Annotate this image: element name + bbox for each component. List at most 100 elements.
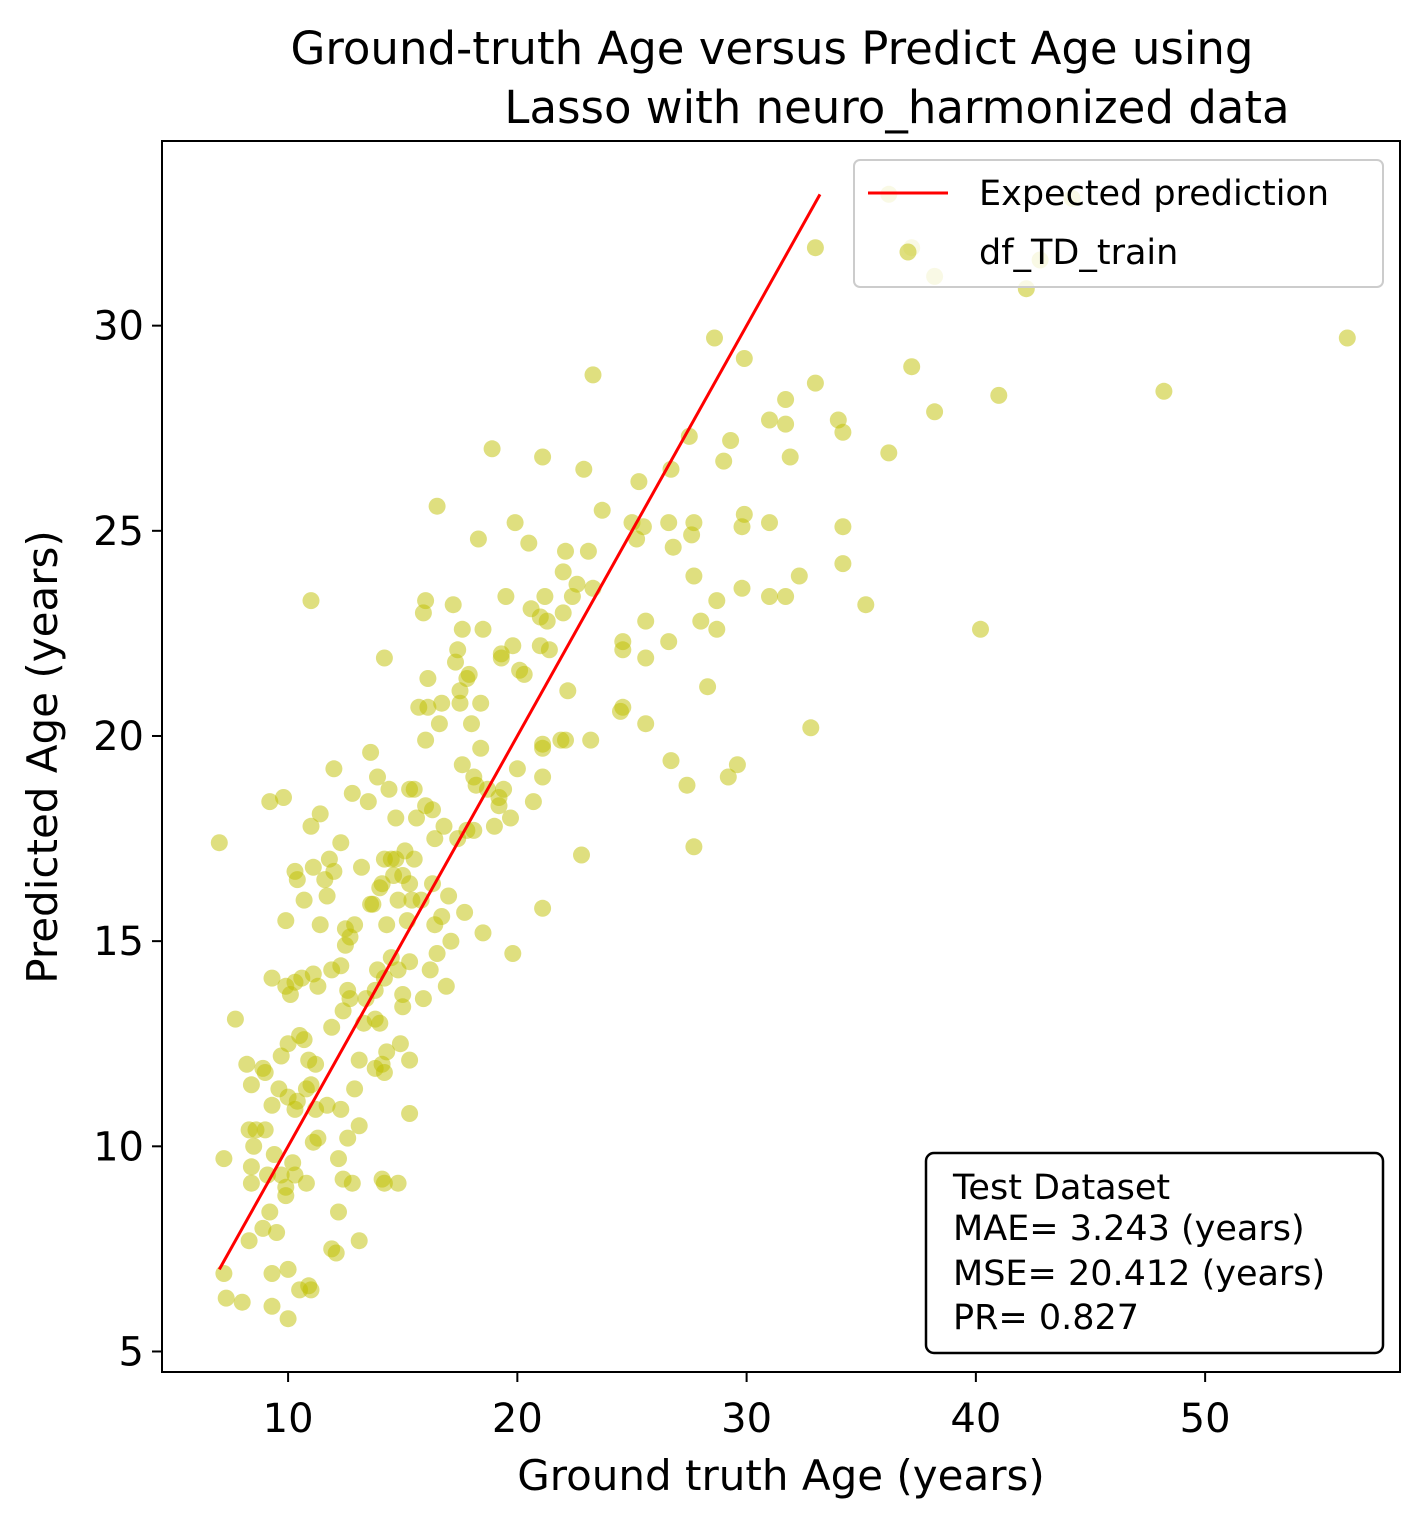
data-point-79 xyxy=(330,1203,347,1221)
data-point-266 xyxy=(733,579,751,597)
data-point-262 xyxy=(715,452,733,470)
data-point-209 xyxy=(524,793,542,811)
data-point-277 xyxy=(790,567,808,585)
data-point-259 xyxy=(706,329,723,347)
data-point-261 xyxy=(708,592,726,610)
data-point-170 xyxy=(444,596,462,614)
data-point-172 xyxy=(449,641,467,659)
data-point-92 xyxy=(343,1174,361,1192)
data-point-7 xyxy=(240,1232,258,1250)
data-point-203 xyxy=(506,514,524,532)
data-point-200 xyxy=(502,809,519,827)
data-point-252 xyxy=(680,427,698,445)
data-point-256 xyxy=(685,514,703,532)
expected-prediction-line-group xyxy=(218,193,822,1271)
data-point-31 xyxy=(277,912,295,930)
data-point-230 xyxy=(579,542,597,560)
data-point-0 xyxy=(210,834,228,852)
legend: Expected prediction df_TD_train xyxy=(853,159,1384,288)
data-point-122 xyxy=(378,1043,396,1061)
data-point-30 xyxy=(275,789,292,806)
y-axis-label: Predicted Age (years) xyxy=(18,530,67,983)
data-point-13 xyxy=(245,1137,263,1155)
data-point-74 xyxy=(323,1018,341,1036)
stats-line-mse: MSE= 20.412 (years) xyxy=(953,1254,1325,1294)
data-point-88 xyxy=(339,1129,357,1147)
stats-box-frame xyxy=(924,1151,1385,1355)
data-point-21 xyxy=(263,969,281,987)
data-point-165 xyxy=(433,908,451,925)
data-point-164 xyxy=(433,694,451,712)
legend-box xyxy=(853,159,1384,288)
y-axis-ticks: 5 10 15 20 25 30 xyxy=(93,304,162,1375)
data-point-76 xyxy=(325,760,343,778)
data-point-81 xyxy=(332,834,350,852)
data-point-123 xyxy=(380,780,398,798)
data-point-78 xyxy=(327,1244,345,1262)
data-point-151 xyxy=(417,592,435,610)
x-axis-label: Ground truth Age (years) xyxy=(517,1451,1045,1500)
x-tick-label-10: 10 xyxy=(263,1396,314,1442)
data-point-93 xyxy=(343,784,361,802)
data-point-217 xyxy=(536,588,554,605)
data-point-234 xyxy=(593,501,611,519)
data-point-145 xyxy=(405,850,423,868)
data-point-139 xyxy=(401,875,419,893)
data-point-222 xyxy=(554,604,572,622)
data-point-186 xyxy=(469,530,487,548)
data-point-91 xyxy=(341,990,359,1008)
data-point-36 xyxy=(279,1260,297,1278)
data-point-257 xyxy=(692,612,710,630)
plot-area-frame xyxy=(161,140,1401,1373)
data-point-71 xyxy=(318,887,336,905)
data-point-178 xyxy=(456,903,474,921)
data-point-156 xyxy=(421,961,439,979)
data-point-285 xyxy=(857,596,875,614)
data-point-2 xyxy=(215,1265,233,1282)
data-point-274 xyxy=(777,415,795,433)
data-point-177 xyxy=(453,756,471,774)
data-point-163 xyxy=(430,715,448,733)
stats-line-mae: MAE= 3.243 (years) xyxy=(953,1209,1305,1249)
data-point-231 xyxy=(582,731,600,749)
data-point-263 xyxy=(719,768,737,786)
data-point-4 xyxy=(226,1010,244,1028)
stats-line-dataset: Test Dataset xyxy=(952,1168,1170,1208)
data-point-232 xyxy=(584,366,602,384)
data-point-218 xyxy=(538,612,556,630)
data-point-11 xyxy=(242,1174,260,1192)
data-point-77 xyxy=(325,862,343,880)
data-point-184 xyxy=(465,821,483,839)
x-axis-ticks: 10 20 30 40 50 xyxy=(263,1372,1231,1442)
data-point-228 xyxy=(573,846,590,864)
legend-point-swatch xyxy=(899,243,917,261)
data-point-99 xyxy=(353,858,370,876)
data-point-199 xyxy=(497,588,515,605)
scatter-points xyxy=(210,185,1356,1328)
data-point-58 xyxy=(302,1076,320,1094)
data-point-128 xyxy=(387,809,405,827)
data-point-275 xyxy=(777,588,795,605)
data-point-18 xyxy=(259,1166,276,1184)
data-point-212 xyxy=(534,448,552,466)
data-point-219 xyxy=(540,641,558,659)
data-point-112 xyxy=(371,1014,389,1032)
y-tick-label-5: 5 xyxy=(119,1329,144,1375)
data-point-66 xyxy=(309,1129,327,1147)
data-point-148 xyxy=(412,891,430,909)
data-point-229 xyxy=(575,460,593,478)
data-point-249 xyxy=(662,460,680,478)
data-point-1 xyxy=(215,1150,233,1168)
data-point-250 xyxy=(664,538,682,556)
data-point-255 xyxy=(685,567,703,585)
data-point-221 xyxy=(554,563,572,581)
x-tick-label-20: 20 xyxy=(492,1396,543,1442)
data-point-192 xyxy=(483,440,501,458)
data-point-150 xyxy=(414,990,432,1008)
data-point-190 xyxy=(474,924,492,942)
data-point-243 xyxy=(637,612,655,630)
x-tick-label-30: 30 xyxy=(721,1396,772,1442)
data-point-120 xyxy=(375,1174,393,1192)
data-point-70 xyxy=(318,1096,336,1114)
data-point-50 xyxy=(295,891,313,909)
